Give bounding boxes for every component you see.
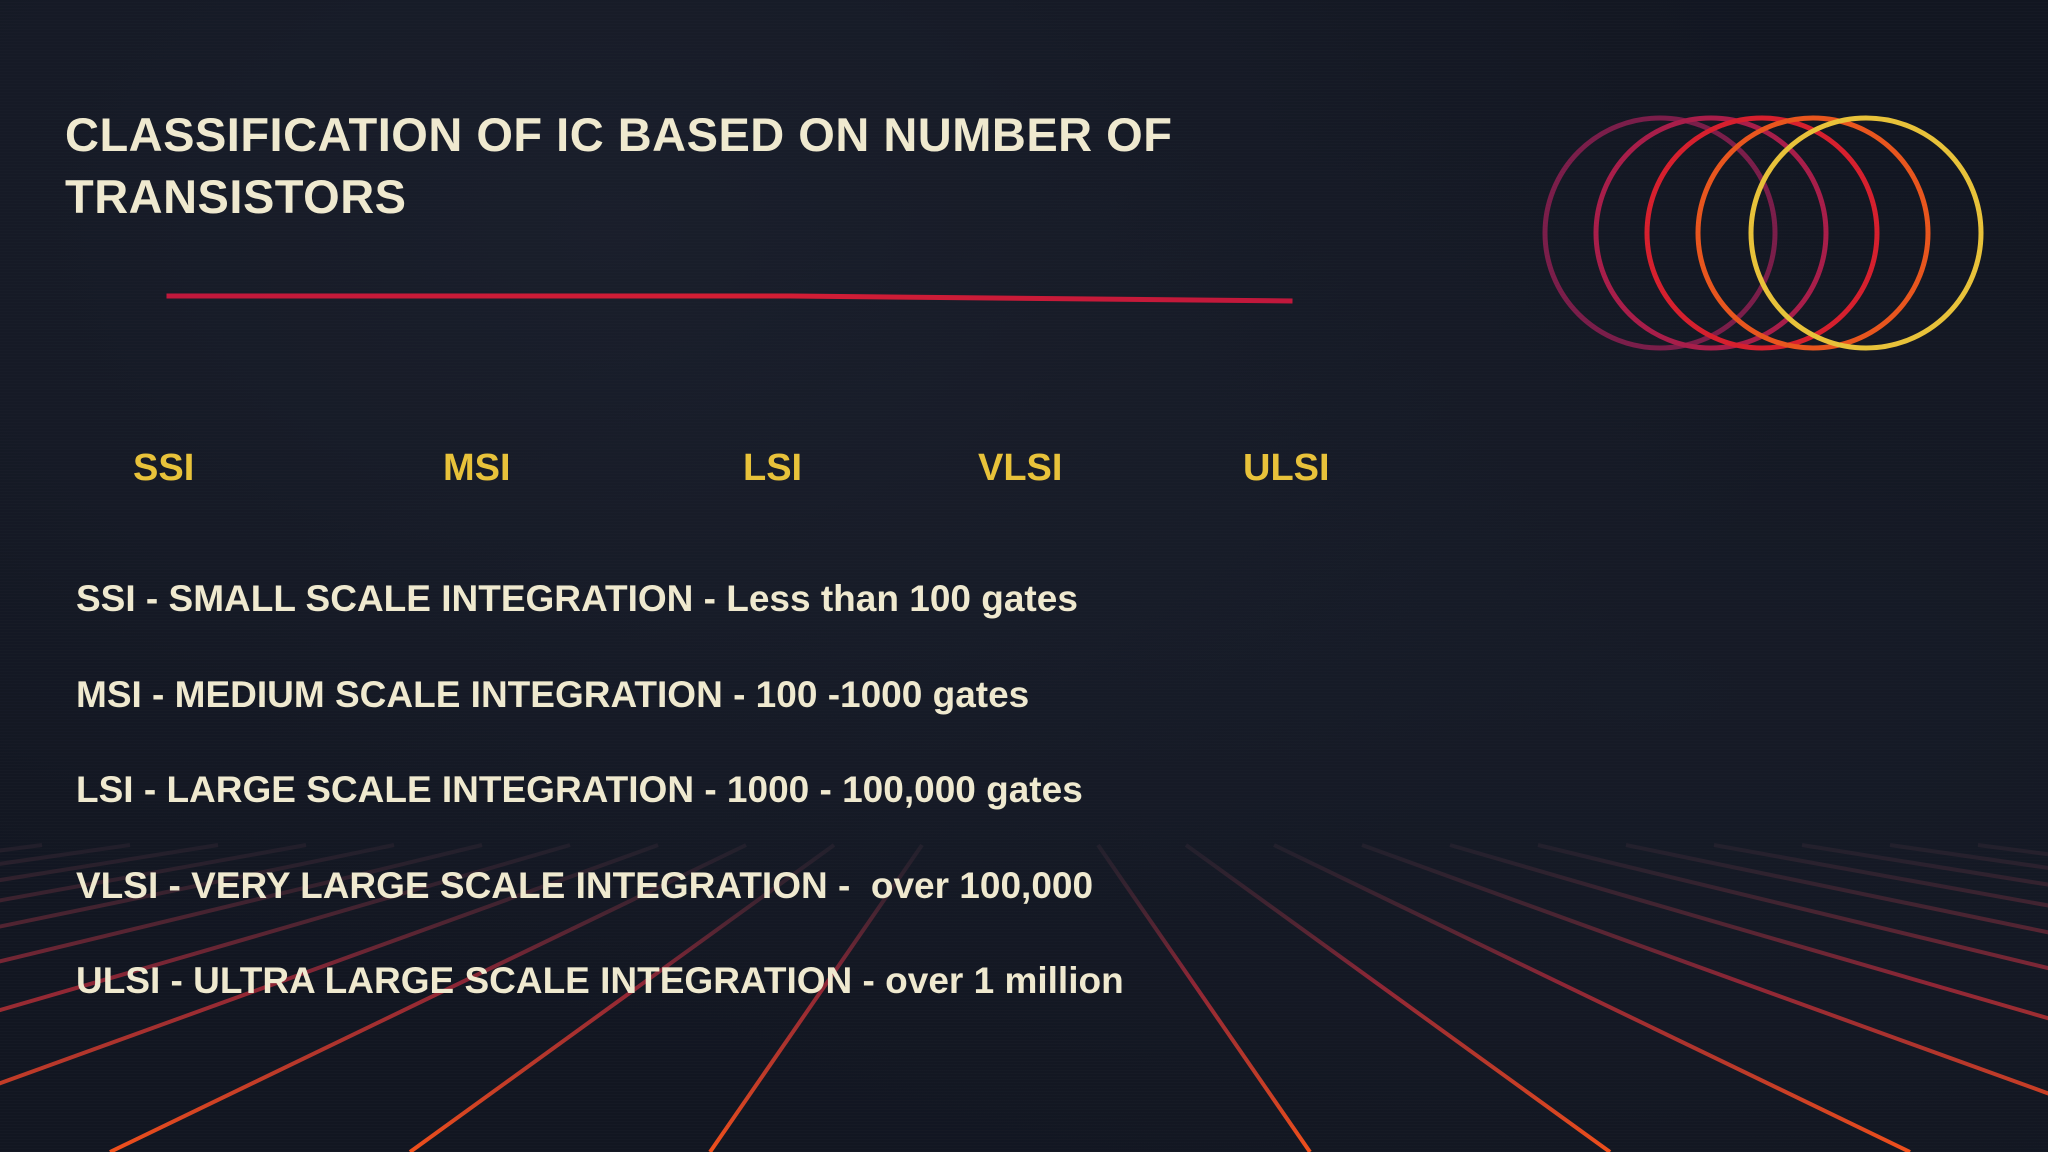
grid-vertical-line: [0, 843, 483, 964]
grid-vertical-line: [1625, 843, 2048, 935]
tree-node-ssi: SSI: [133, 447, 195, 489]
definition-msi: MSI - MEDIUM SCALE INTEGRATION - 100 -10…: [76, 673, 1030, 715]
grid-vertical-line: [1361, 843, 2048, 1096]
ring-1: [1542, 115, 1778, 351]
tree-node-msi: MSI: [443, 447, 511, 489]
grid-vertical-line: [109, 843, 747, 1152]
ring-5: [1748, 115, 1984, 351]
grid-vertical-line: [1273, 843, 1911, 1152]
page-title: CLASSIFICATION OF IC BASED ON NUMBER OF …: [65, 104, 1265, 228]
definition-ssi: SSI - SMALL SCALE INTEGRATION - Less tha…: [76, 578, 1078, 619]
grid-vertical-line: [1537, 843, 2048, 971]
ring-3: [1644, 115, 1880, 351]
grid-vertical-line: [1096, 843, 1312, 1152]
grid-vertical-line: [0, 843, 307, 903]
tree-node-lsi: LSI: [743, 447, 803, 489]
title-line-1: CLASSIFICATION OF IC BASED ON NUMBER OF: [65, 108, 1173, 161]
tree-node-vlsi: VLSI: [978, 447, 1063, 489]
grid-vertical-line: [1713, 843, 2048, 908]
grid-vertical-line: [1449, 843, 2048, 1021]
definitions-list: SSI - SMALL SCALE INTEGRATION - Less tha…: [76, 575, 1124, 1053]
grid-vertical-line: [0, 843, 659, 1086]
grid-vertical-line: [0, 843, 571, 1013]
definition-vlsi: VLSI - VERY LARGE SCALE INTEGRATION - ov…: [76, 864, 1094, 906]
definition-lsi: LSI - LARGE SCALE INTEGRATION - 1000 - 1…: [76, 769, 1083, 810]
grid-vertical-line: [708, 843, 924, 1152]
ring-2: [1593, 115, 1829, 351]
grid-vertical-line: [1184, 843, 1612, 1152]
tree-node-ulsi: ULSI: [1243, 447, 1330, 489]
title-line-2: TRANSISTORS: [65, 170, 407, 223]
grid-vertical-line: [0, 843, 395, 929]
definition-ulsi: ULSI - ULTRA LARGE SCALE INTEGRATION - o…: [76, 960, 1124, 1001]
grid-vertical-line: [408, 843, 836, 1152]
ring-4: [1695, 115, 1931, 351]
